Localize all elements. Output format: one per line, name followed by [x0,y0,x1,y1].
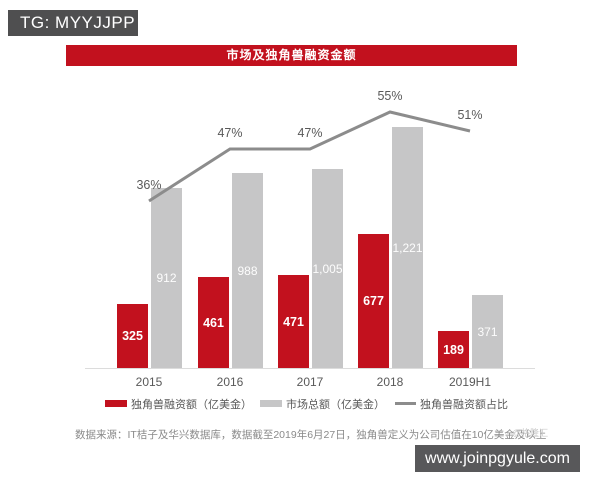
bar-value-label: 471 [283,314,304,329]
category-label: 2015 [135,375,163,389]
category-label: 2019H1 [448,375,492,389]
data-source-note: 数据来源：IT桔子及华兴数据库，数据截至2019年6月27日，独角兽定义为公司估… [75,429,547,441]
legend-label-market-total: 市场总额（亿美金） [286,398,385,411]
legend-gray-bar-swatch [260,400,282,407]
category-label: 2017 [296,375,324,389]
market-total-bar: 912 [151,188,182,368]
legend-item-proportion: 独角兽融资额占比 [395,396,508,411]
market-total-bar: 371 [472,295,503,368]
x-axis-line [85,368,535,369]
category-label: 2018 [376,375,404,389]
site-watermark-badge: www.joinpgyule.com [415,445,580,472]
unicorn-funding-bar: 325 [117,304,148,368]
legend-label-unicorn-funding: 独角兽融资额（亿美金） [131,398,252,411]
gelonghui-watermark: @格隆汇 [512,428,549,438]
bar-value-label: 371 [477,324,498,339]
unicorn-funding-bar: 471 [278,275,309,368]
bar-value-label: 988 [237,263,258,278]
market-total-bar: 1,005 [312,169,343,368]
percent-label: 55% [377,89,403,103]
unicorn-funding-bar: 461 [198,277,229,368]
legend-item-unicorn-funding: 独角兽融资额（亿美金） [105,396,252,411]
legend-label-proportion: 独角兽融资额占比 [420,398,508,411]
legend-line-swatch [395,402,416,405]
percent-label: 47% [217,126,243,140]
percent-label: 36% [136,178,162,192]
bar-value-label: 325 [122,329,143,343]
legend-item-market-total: 市场总额（亿美金） [260,396,385,411]
tg-watermark-badge: TG: MYYJJPP [8,10,138,36]
bar-value-label: 912 [156,271,177,285]
legend-red-bar-swatch [105,400,127,407]
bar-value-label: 677 [363,294,384,308]
market-total-bar: 1,221 [392,127,423,368]
bar-value-label: 461 [203,315,224,330]
percent-label: 51% [457,108,483,122]
bar-value-label: 1,005 [312,261,343,276]
bar-value-label: 1,221 [392,240,423,255]
category-label: 2016 [216,375,244,389]
unicorn-funding-bar: 189 [438,331,469,368]
percent-label: 47% [297,126,323,140]
market-total-bar: 988 [232,173,263,368]
bar-value-label: 189 [443,342,464,357]
unicorn-funding-bar: 677 [358,234,389,368]
chart-title-banner: 市场及独角兽融资金额 [66,45,517,66]
